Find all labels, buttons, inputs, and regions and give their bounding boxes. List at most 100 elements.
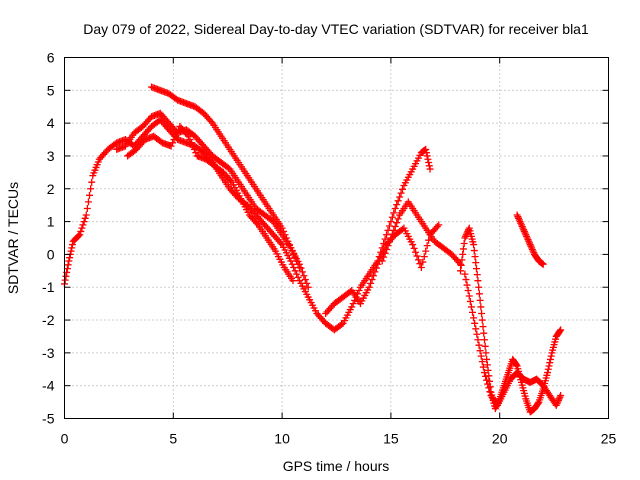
data-point	[426, 165, 434, 173]
data-point	[409, 241, 417, 249]
data-point	[482, 349, 490, 357]
data-point	[515, 214, 523, 222]
data-point	[462, 231, 470, 239]
data-point	[512, 361, 520, 369]
data-point	[293, 270, 301, 278]
data-point	[517, 219, 525, 227]
data-point	[479, 363, 487, 371]
y-tick-label: -4	[42, 378, 55, 394]
data-point	[410, 244, 418, 252]
data-point	[391, 204, 399, 212]
series-track-h	[461, 270, 565, 409]
data-point	[457, 261, 465, 269]
data-point	[355, 287, 363, 295]
data-point	[387, 234, 395, 242]
y-tick-label: 2	[47, 181, 55, 197]
data-point	[534, 399, 542, 407]
data-point	[547, 352, 555, 360]
data-point	[475, 283, 483, 291]
x-tick-label: 25	[601, 431, 617, 447]
data-point	[390, 209, 398, 217]
data-point	[471, 319, 479, 327]
data-point	[465, 226, 473, 234]
data-point	[482, 372, 490, 380]
data-point	[555, 395, 563, 403]
data-point	[87, 185, 95, 193]
data-point	[77, 227, 85, 235]
series-track-d	[124, 122, 297, 285]
data-point	[425, 162, 433, 170]
data-point	[422, 145, 430, 153]
data-point	[556, 327, 564, 335]
data-point	[282, 234, 290, 242]
data-point	[183, 131, 191, 139]
data-point	[88, 178, 96, 186]
data-point	[435, 221, 443, 229]
data-point	[80, 218, 88, 226]
data-point	[185, 132, 193, 140]
data-point	[301, 276, 309, 284]
data-point	[472, 259, 480, 267]
data-point	[348, 303, 356, 311]
plot-frame	[64, 57, 609, 419]
y-tick-label: 3	[47, 148, 55, 164]
data-point	[425, 159, 433, 167]
data-point	[349, 300, 357, 308]
data-point	[285, 241, 293, 249]
data-point	[514, 213, 522, 221]
data-point	[61, 276, 69, 284]
data-point	[367, 279, 375, 287]
data-point	[480, 369, 488, 377]
data-point	[520, 226, 528, 234]
data-point	[478, 309, 486, 317]
data-point	[385, 238, 393, 246]
data-point	[528, 244, 536, 252]
data-point	[67, 247, 75, 255]
ticks: 0 5 10 15 20 25 -5 -4 -3 -2 -1 0 1 2 3 4 5 6	[42, 50, 616, 447]
data-point	[84, 198, 92, 206]
data-point	[397, 189, 405, 197]
chart-title: Day 079 of 2022, Sidereal Day-to-day VTE…	[83, 21, 589, 37]
data-point	[471, 253, 479, 261]
data-point	[280, 227, 288, 235]
data-point	[291, 267, 299, 275]
data-point	[412, 248, 420, 256]
data-point	[278, 224, 286, 232]
data-point	[372, 264, 380, 272]
y-tick-label: -3	[42, 345, 55, 361]
data-point	[419, 258, 427, 266]
x-tick-label: 10	[274, 431, 290, 447]
data-point	[472, 325, 480, 333]
data-point	[461, 270, 469, 278]
data-point	[479, 323, 487, 331]
data-point	[470, 241, 478, 249]
y-tick-label: -5	[42, 411, 55, 427]
data-point	[187, 139, 195, 147]
data-point	[459, 250, 467, 258]
data-point	[303, 279, 311, 287]
data-point	[169, 139, 177, 147]
data-point	[480, 336, 488, 344]
data-point	[470, 247, 478, 255]
data-point	[396, 193, 404, 201]
data-point	[480, 329, 488, 337]
data-point	[516, 218, 524, 226]
data-point	[462, 276, 470, 284]
data-point	[76, 231, 84, 239]
series-track-e	[322, 221, 443, 317]
data-point	[467, 303, 475, 311]
data-point	[365, 283, 373, 291]
data-point	[486, 388, 494, 396]
data-point	[544, 369, 552, 377]
data-point	[513, 211, 521, 219]
data-point	[517, 221, 525, 229]
data-point	[515, 216, 523, 224]
data-point	[477, 352, 485, 360]
data-point	[171, 132, 179, 140]
data-point	[68, 241, 76, 249]
data-point	[519, 224, 527, 232]
data-points	[61, 83, 565, 416]
data-point	[484, 366, 492, 374]
data-point	[521, 229, 529, 237]
data-point	[78, 224, 86, 232]
